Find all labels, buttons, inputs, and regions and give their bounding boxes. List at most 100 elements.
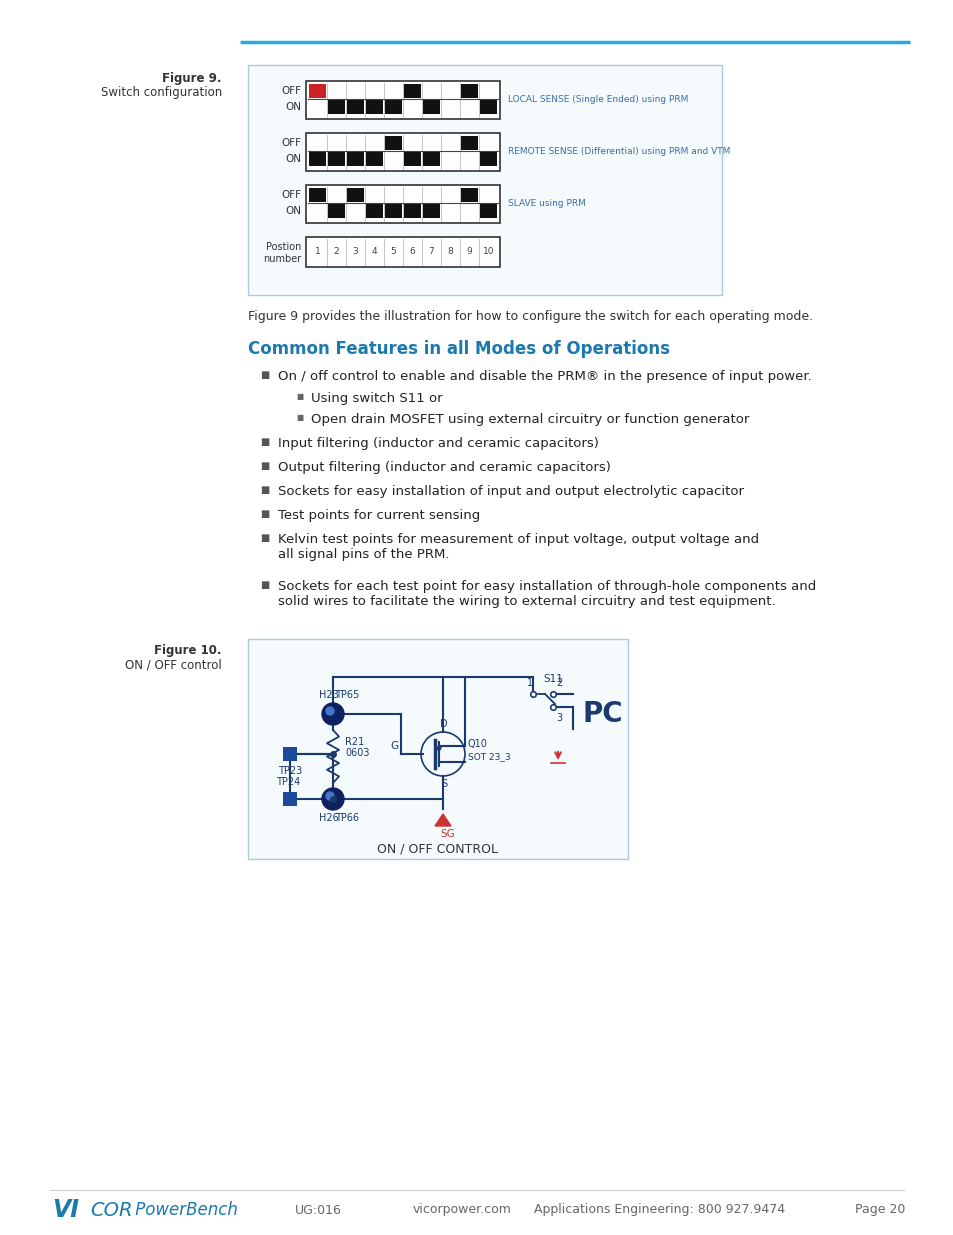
Text: SG: SG bbox=[440, 829, 455, 839]
Text: REMOTE SENSE (Differential) using PRM and VTM: REMOTE SENSE (Differential) using PRM an… bbox=[507, 147, 730, 157]
Bar bbox=[347, 100, 364, 114]
Bar bbox=[306, 237, 499, 267]
Text: Switch configuration: Switch configuration bbox=[101, 86, 222, 99]
Bar bbox=[460, 136, 477, 149]
Text: Common Features in all Modes of Operations: Common Features in all Modes of Operatio… bbox=[248, 340, 669, 358]
Text: 5: 5 bbox=[390, 247, 395, 257]
Bar bbox=[403, 204, 420, 219]
Text: ■: ■ bbox=[260, 580, 269, 590]
Text: Using switch S11 or: Using switch S11 or bbox=[311, 391, 442, 405]
Bar bbox=[422, 152, 439, 165]
Text: ON: ON bbox=[285, 206, 301, 216]
Bar bbox=[385, 136, 401, 149]
Text: PC: PC bbox=[582, 700, 623, 727]
Text: 3: 3 bbox=[353, 247, 358, 257]
Text: number: number bbox=[262, 254, 301, 264]
Text: 1: 1 bbox=[526, 678, 533, 688]
Bar bbox=[328, 152, 345, 165]
Bar bbox=[347, 188, 364, 203]
Bar bbox=[366, 152, 382, 165]
Bar bbox=[479, 204, 497, 219]
Bar bbox=[366, 100, 382, 114]
Text: SLAVE using PRM: SLAVE using PRM bbox=[507, 200, 585, 209]
Text: ■: ■ bbox=[260, 461, 269, 471]
Text: 7: 7 bbox=[428, 247, 434, 257]
Text: PowerBench: PowerBench bbox=[130, 1200, 237, 1219]
Text: H23: H23 bbox=[318, 690, 338, 700]
Text: 1: 1 bbox=[314, 247, 320, 257]
Text: 0603: 0603 bbox=[345, 748, 369, 758]
Circle shape bbox=[322, 788, 344, 810]
Text: Figure 9.: Figure 9. bbox=[162, 72, 222, 85]
Bar bbox=[328, 204, 345, 219]
Circle shape bbox=[326, 706, 334, 715]
Text: 9: 9 bbox=[466, 247, 472, 257]
Bar bbox=[309, 188, 326, 203]
Text: H26: H26 bbox=[318, 813, 338, 823]
Text: Output filtering (inductor and ceramic capacitors): Output filtering (inductor and ceramic c… bbox=[277, 461, 610, 474]
Text: Input filtering (inductor and ceramic capacitors): Input filtering (inductor and ceramic ca… bbox=[277, 437, 598, 450]
Text: Open drain MOSFET using external circuitry or function generator: Open drain MOSFET using external circuit… bbox=[311, 412, 749, 426]
Bar bbox=[328, 100, 345, 114]
Text: Test points for current sensing: Test points for current sensing bbox=[277, 509, 479, 522]
Bar bbox=[460, 188, 477, 203]
Text: Kelvin test points for measurement of input voltage, output voltage and
all sign: Kelvin test points for measurement of in… bbox=[277, 534, 759, 561]
Text: 4: 4 bbox=[372, 247, 377, 257]
Bar bbox=[309, 152, 326, 165]
Text: VI: VI bbox=[52, 1198, 79, 1221]
Text: 8: 8 bbox=[447, 247, 453, 257]
Text: ■: ■ bbox=[260, 509, 269, 519]
Bar bbox=[422, 100, 439, 114]
Text: OFF: OFF bbox=[281, 86, 301, 96]
Bar bbox=[306, 82, 499, 119]
Text: 6: 6 bbox=[409, 247, 415, 257]
Bar bbox=[366, 204, 382, 219]
Text: 10: 10 bbox=[482, 247, 494, 257]
Text: 2: 2 bbox=[556, 678, 561, 688]
Text: On / off control to enable and disable the PRM® in the presence of input power.: On / off control to enable and disable t… bbox=[277, 370, 811, 383]
Text: D: D bbox=[439, 719, 447, 729]
Bar bbox=[422, 204, 439, 219]
Bar bbox=[306, 133, 499, 170]
Text: ■: ■ bbox=[260, 485, 269, 495]
Bar bbox=[309, 84, 326, 98]
Text: R21: R21 bbox=[345, 737, 364, 747]
Text: G: G bbox=[391, 741, 398, 751]
Text: LOCAL SENSE (Single Ended) using PRM: LOCAL SENSE (Single Ended) using PRM bbox=[507, 95, 688, 105]
Polygon shape bbox=[435, 814, 451, 826]
Text: ON: ON bbox=[285, 103, 301, 112]
Text: Postion: Postion bbox=[265, 242, 301, 252]
Bar bbox=[403, 152, 420, 165]
Bar bbox=[385, 204, 401, 219]
Text: 3: 3 bbox=[556, 713, 561, 722]
Text: vicorpower.com: vicorpower.com bbox=[412, 1203, 511, 1216]
Text: TP66: TP66 bbox=[335, 813, 358, 823]
Text: TP23: TP23 bbox=[277, 766, 302, 776]
Circle shape bbox=[326, 792, 334, 800]
Text: 2: 2 bbox=[334, 247, 339, 257]
Text: COR: COR bbox=[90, 1200, 132, 1219]
Text: Sockets for each test point for easy installation of through-hole components and: Sockets for each test point for easy ins… bbox=[277, 580, 816, 608]
Text: Figure 10.: Figure 10. bbox=[154, 643, 222, 657]
Text: S: S bbox=[440, 779, 447, 789]
Text: ■: ■ bbox=[295, 412, 303, 422]
Text: Figure 9 provides the illustration for how to configure the switch for each oper: Figure 9 provides the illustration for h… bbox=[248, 310, 812, 324]
Text: ON / OFF control: ON / OFF control bbox=[125, 659, 222, 672]
Text: UG:016: UG:016 bbox=[294, 1203, 341, 1216]
Text: TP65: TP65 bbox=[335, 690, 359, 700]
Bar bbox=[283, 747, 296, 761]
Text: Q10: Q10 bbox=[468, 739, 487, 748]
Text: Page 20: Page 20 bbox=[854, 1203, 904, 1216]
Bar bbox=[347, 152, 364, 165]
Bar bbox=[385, 100, 401, 114]
Text: ■: ■ bbox=[260, 370, 269, 380]
Text: ■: ■ bbox=[260, 534, 269, 543]
Text: ■: ■ bbox=[260, 437, 269, 447]
Bar bbox=[460, 84, 477, 98]
Bar bbox=[306, 185, 499, 224]
Text: SOT 23_3: SOT 23_3 bbox=[468, 752, 510, 762]
Text: OFF: OFF bbox=[281, 190, 301, 200]
Text: TP24: TP24 bbox=[275, 777, 300, 787]
Text: OFF: OFF bbox=[281, 138, 301, 148]
Text: Sockets for easy installation of input and output electrolytic capacitor: Sockets for easy installation of input a… bbox=[277, 485, 743, 498]
